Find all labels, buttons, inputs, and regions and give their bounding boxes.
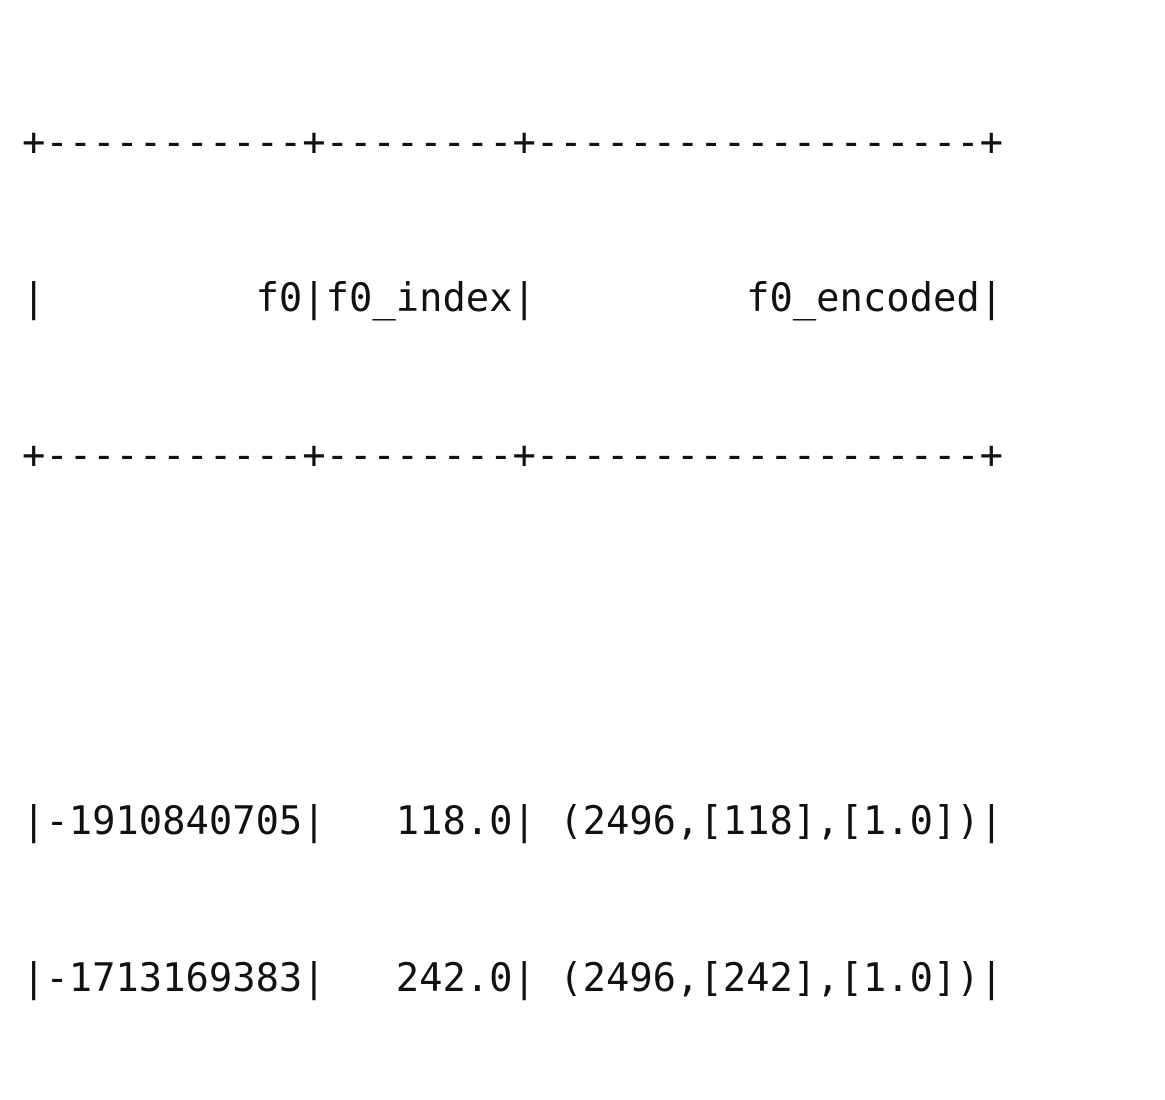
cell-f0: -1910840705 bbox=[45, 799, 303, 845]
table-border-mid: +-----------+--------+------------------… bbox=[22, 433, 1004, 479]
console-output: +-----------+--------+------------------… bbox=[22, 12, 1003, 1100]
row-spacer bbox=[22, 587, 1003, 639]
header-f0-encoded: f0_encoded bbox=[535, 276, 980, 322]
table-border-top: +-----------+--------+------------------… bbox=[22, 119, 1004, 165]
cell-f0-encoded: (2496,[118],[1.0]) bbox=[535, 799, 980, 845]
cell-f0-index: 118.0 bbox=[325, 799, 513, 845]
header-f0-index: f0_index bbox=[325, 276, 513, 322]
cell-f0-encoded: (2496,[242],[1.0]) bbox=[535, 956, 980, 1002]
table-row: |-1910840705| 118.0| (2496,[118],[1.0])| bbox=[22, 799, 1004, 845]
cell-f0: -1713169383 bbox=[45, 956, 303, 1002]
header-f0: f0 bbox=[45, 276, 303, 322]
cell-f0-index: 242.0 bbox=[325, 956, 513, 1002]
table-row: |-1713169383| 242.0| (2496,[242],[1.0])| bbox=[22, 956, 1004, 1002]
table-header-row: | f0|f0_index| f0_encoded| bbox=[22, 276, 1004, 322]
